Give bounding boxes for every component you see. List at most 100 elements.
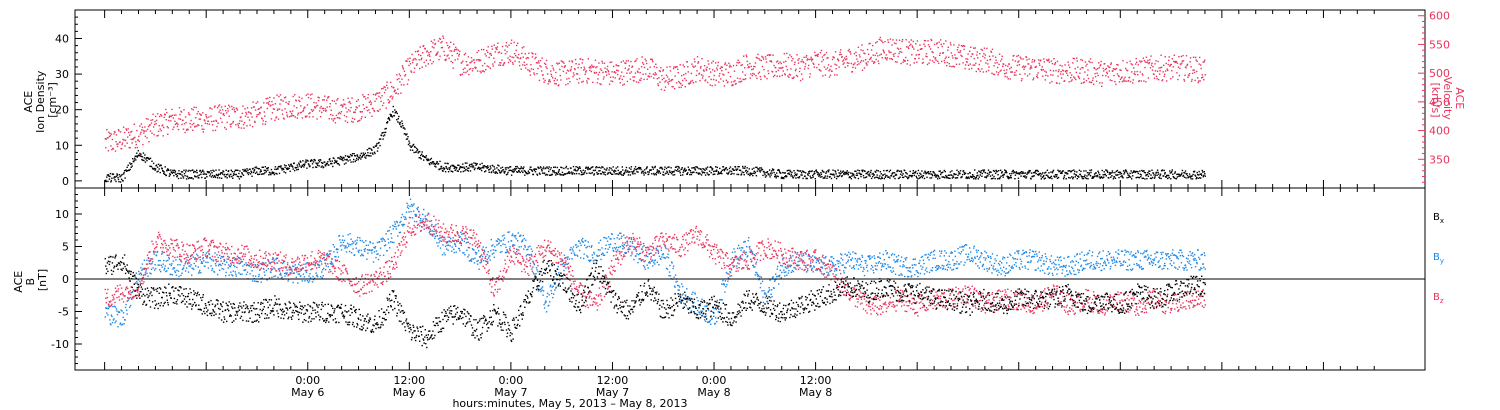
by-series-point [128, 291, 130, 293]
velocity-series-point [373, 110, 376, 113]
velocity-series-point [550, 73, 552, 75]
velocity-series-point [545, 59, 548, 62]
velocity-series-point [419, 46, 421, 48]
velocity-series-point [1202, 76, 1204, 78]
velocity-series-point [961, 45, 964, 47]
by-series-point [140, 267, 142, 269]
velocity-series-point [1202, 61, 1204, 63]
density-series-point [814, 172, 816, 175]
velocity-series-point [185, 129, 188, 131]
velocity-series-point [571, 61, 574, 63]
velocity-series-point [734, 79, 736, 82]
velocity-series-point [1102, 67, 1104, 70]
by-series-point [141, 263, 144, 265]
density-series-point [618, 173, 620, 176]
velocity-series-point [910, 43, 912, 45]
velocity-series-point [693, 58, 696, 60]
velocity-series-point [992, 55, 994, 57]
velocity-series-point [1138, 80, 1140, 83]
density-series-point [771, 172, 773, 174]
velocity-series-point [535, 56, 537, 59]
density-series-point [897, 170, 899, 172]
velocity-series-point [498, 64, 500, 66]
density-series-point [465, 166, 468, 168]
density-series-point [586, 167, 588, 169]
density-series-point [683, 168, 685, 171]
velocity-series-point [791, 60, 793, 62]
velocity-series-point [801, 59, 803, 61]
velocity-series-point [847, 65, 849, 67]
velocity-series-point [801, 78, 804, 80]
density-series-point [758, 168, 760, 170]
velocity-series-point [831, 70, 833, 72]
velocity-series-point [361, 111, 363, 113]
velocity-series-point [719, 67, 721, 70]
velocity-series-point [406, 60, 408, 62]
velocity-series-point [1074, 77, 1076, 79]
density-series-point [518, 170, 520, 173]
velocity-series-point [344, 103, 346, 106]
velocity-series-point [141, 126, 144, 129]
velocity-series-point [299, 112, 301, 114]
density-series-point [932, 171, 935, 173]
velocity-series-point [746, 56, 748, 58]
velocity-series-point [929, 59, 931, 61]
density-series-point [784, 176, 786, 178]
density-series-point [167, 168, 169, 170]
density-series-point [515, 168, 517, 170]
velocity-series-point [300, 111, 302, 114]
density-series-point [1142, 177, 1144, 179]
density-series-point [1114, 171, 1116, 174]
velocity-series-point [738, 61, 741, 63]
density-series-point [926, 176, 928, 178]
velocity-series-point [210, 120, 213, 123]
velocity-series-point [528, 52, 530, 54]
density-series-point [321, 161, 323, 164]
velocity-series-point [338, 117, 340, 119]
density-series-point [1153, 177, 1156, 179]
velocity-series-point [628, 68, 630, 70]
velocity-series-point [1106, 71, 1108, 73]
density-series-point [1142, 170, 1144, 172]
density-series-point [318, 165, 320, 167]
density-series-point [309, 160, 312, 162]
by-series-point [138, 273, 140, 275]
velocity-series-point [843, 62, 845, 64]
density-series-point [868, 174, 870, 177]
density-series-point [627, 170, 629, 172]
density-series-point [212, 169, 214, 171]
density-series-point [915, 170, 917, 173]
velocity-series-point [398, 73, 401, 75]
density-series-point [1099, 173, 1101, 176]
density-series-point [246, 172, 249, 174]
velocity-series-point [1038, 62, 1040, 65]
by-series-point [189, 265, 191, 268]
velocity-series-point [852, 66, 854, 69]
density-series-point [1184, 172, 1186, 174]
velocity-series-point [597, 74, 600, 76]
velocity-series-point [176, 122, 178, 124]
velocity-series-point [495, 47, 497, 49]
density-series-point [1039, 172, 1041, 175]
density-series-point [216, 174, 218, 177]
velocity-series-point [341, 104, 343, 106]
velocity-series-point [883, 52, 885, 54]
velocity-series-point [315, 102, 317, 104]
density-series-point [856, 174, 859, 176]
density-series-point [479, 168, 482, 170]
velocity-series-point [839, 53, 841, 56]
density-series-point [921, 170, 923, 172]
velocity-series-point [451, 50, 453, 52]
density-series-point [487, 166, 489, 169]
density-series-point [201, 176, 203, 179]
velocity-series-point [274, 119, 276, 121]
velocity-series-point [193, 106, 195, 108]
velocity-series-point [325, 109, 327, 111]
velocity-series-point [154, 120, 156, 123]
velocity-series-point [391, 98, 393, 100]
by-series-point [185, 260, 187, 263]
velocity-series-point [1113, 74, 1115, 77]
velocity-series-point [1107, 65, 1109, 67]
velocity-series-point [666, 76, 669, 78]
density-series-point [630, 168, 632, 170]
